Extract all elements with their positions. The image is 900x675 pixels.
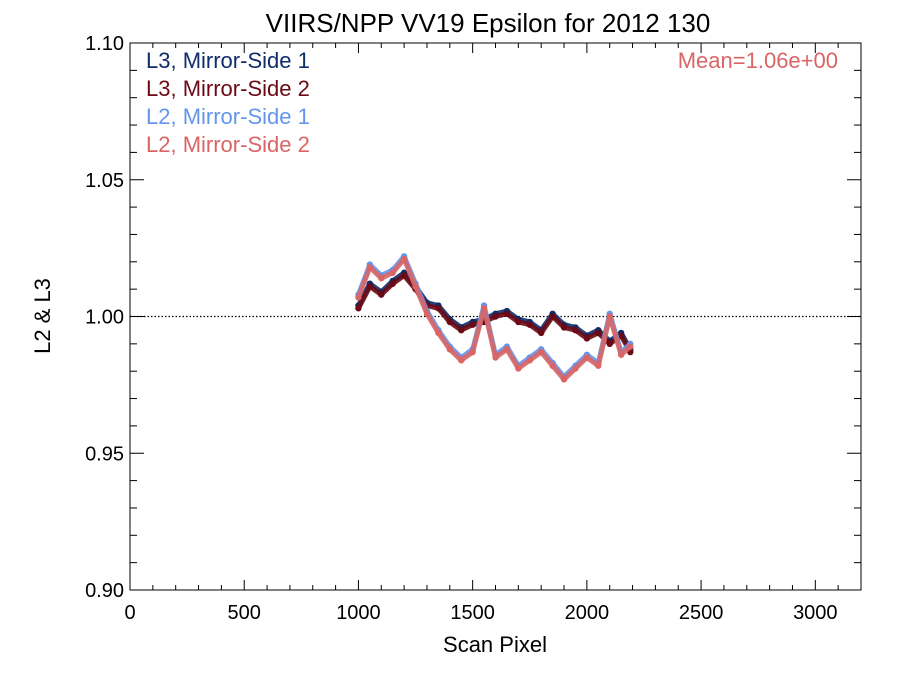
data-point-l2-mirror-side-2 <box>526 357 533 364</box>
data-point-l3-mirror-side-2 <box>537 329 545 337</box>
data-point-l2-mirror-side-2 <box>549 362 556 369</box>
data-point-l2-mirror-side-2 <box>480 305 488 312</box>
data-point-l3-mirror-side-2 <box>446 318 454 326</box>
data-point-l3-mirror-side-2 <box>549 313 556 320</box>
data-point-l2-mirror-side-2 <box>492 354 499 361</box>
x-axis-label: Scan Pixel <box>443 632 547 657</box>
legend-entry-l2-ms1: L2, Mirror-Side 1 <box>146 104 310 129</box>
x-tick-label: 1000 <box>336 602 381 624</box>
data-point-l3-mirror-side-2 <box>617 332 625 339</box>
y-tick-label: 0.95 <box>85 443 124 465</box>
data-point-l2-mirror-side-2 <box>583 354 591 361</box>
data-point-l2-mirror-side-2 <box>617 351 625 358</box>
data-point-l2-mirror-side-2 <box>515 365 522 372</box>
data-point-l3-mirror-side-2 <box>595 329 602 337</box>
data-point-l2-mirror-side-2 <box>389 269 396 276</box>
data-point-l3-mirror-side-2 <box>458 326 465 334</box>
data-point-l2-mirror-side-2 <box>503 346 511 353</box>
data-point-l2-mirror-side-2 <box>435 329 442 337</box>
y-tick-labels: 0.90 0.95 1.00 1.05 1.10 <box>85 33 124 602</box>
data-point-l2-mirror-side-2 <box>412 283 419 290</box>
y-tick-label: 1.10 <box>85 33 124 55</box>
y-axis-label: L2 & L3 <box>30 278 55 354</box>
data-point-l2-mirror-side-2 <box>423 310 431 317</box>
legend-entry-l3-ms1: L3, Mirror-Side 1 <box>146 48 310 73</box>
data-point-l2-mirror-side-2 <box>355 294 362 301</box>
data-point-l2-mirror-side-2 <box>627 343 634 350</box>
data-point-l3-mirror-side-2 <box>560 324 568 331</box>
data-point-l3-mirror-side-2 <box>572 326 579 334</box>
x-tick-label: 2500 <box>679 602 724 624</box>
axis-ticks <box>129 42 862 591</box>
data-point-l2-mirror-side-2 <box>458 357 465 364</box>
plot-area <box>129 42 862 591</box>
legend: L3, Mirror-Side 1 L3, Mirror-Side 2 L2, … <box>146 48 310 157</box>
data-point-l3-mirror-side-2 <box>503 310 511 317</box>
data-point-l3-mirror-side-2 <box>366 283 374 290</box>
data-point-l3-mirror-side-2 <box>378 291 385 298</box>
data-point-l3-mirror-side-2 <box>355 305 362 312</box>
legend-entry-l2-ms2: L2, Mirror-Side 2 <box>146 132 310 157</box>
x-tick-label: 500 <box>228 602 261 624</box>
data-point-l2-mirror-side-2 <box>400 255 408 263</box>
data-point-l3-mirror-side-2 <box>389 280 396 287</box>
data-point-l2-mirror-side-2 <box>595 362 602 369</box>
data-point-l2-mirror-side-2 <box>469 348 476 356</box>
data-point-l3-mirror-side-2 <box>606 340 613 348</box>
x-tick-label: 3000 <box>793 602 838 624</box>
chart-title: VIIRS/NPP VV19 Epsilon for 2012 130 <box>266 8 711 38</box>
data-point-l3-mirror-side-2 <box>526 321 533 328</box>
x-tick-label: 2000 <box>565 602 610 624</box>
data-point-l3-mirror-side-2 <box>492 313 499 320</box>
data-point-l2-mirror-side-2 <box>537 348 545 356</box>
data-point-l2-mirror-side-2 <box>572 365 579 372</box>
data-point-l2-mirror-side-2 <box>446 346 454 353</box>
data-point-l3-mirror-side-2 <box>583 335 591 342</box>
x-tick-label: 0 <box>124 602 135 624</box>
data-point-l3-mirror-side-2 <box>400 272 408 279</box>
y-tick-label: 1.00 <box>85 307 124 329</box>
x-tick-label: 1500 <box>450 602 495 624</box>
x-tick-labels: 0 500 1000 1500 2000 2500 3000 <box>124 602 837 624</box>
data-point-l3-mirror-side-2 <box>515 318 522 326</box>
data-point-l3-mirror-side-2 <box>435 305 442 312</box>
data-points <box>355 253 634 383</box>
data-point-l2-mirror-side-2 <box>606 313 613 320</box>
y-tick-label: 1.05 <box>85 170 124 192</box>
data-point-l3-mirror-side-2 <box>469 321 476 328</box>
data-point-l2-mirror-side-2 <box>378 275 385 282</box>
legend-entry-l3-ms2: L3, Mirror-Side 2 <box>146 76 310 101</box>
mean-annotation: Mean=1.06e+00 <box>678 48 838 73</box>
data-point-l2-mirror-side-2 <box>366 264 374 271</box>
data-point-l2-mirror-side-2 <box>560 376 568 383</box>
y-tick-label: 0.90 <box>85 580 124 602</box>
